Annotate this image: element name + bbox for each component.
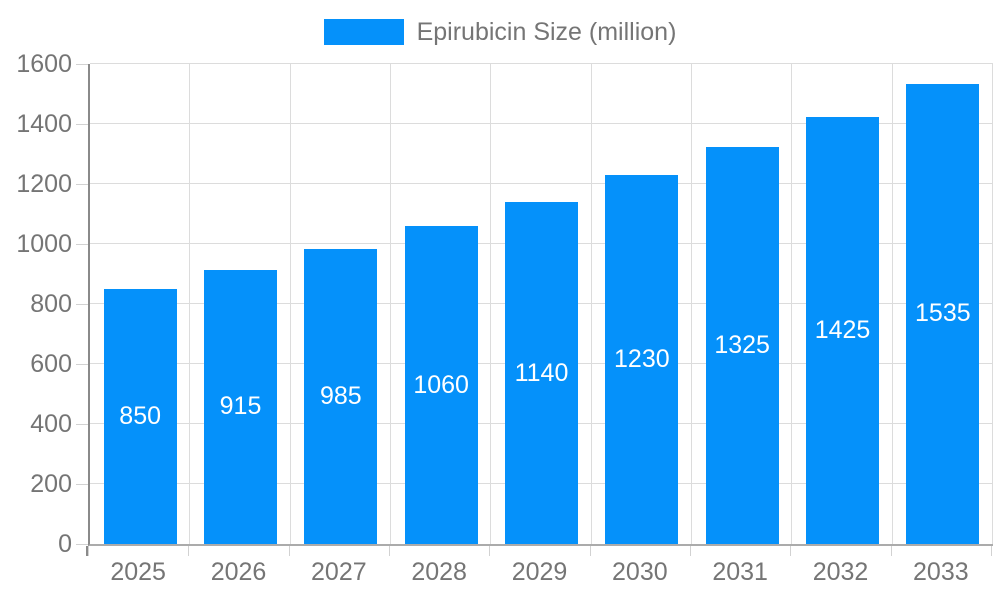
y-axis-tick [76, 364, 88, 365]
y-axis-tick-label: 800 [30, 290, 72, 318]
y-axis-tick-label: 200 [30, 470, 72, 498]
bar[interactable]: 1230 [605, 175, 679, 544]
x-axis-tick-label: 2028 [411, 558, 467, 586]
bar-value-label: 985 [319, 381, 362, 410]
legend-swatch-icon [323, 19, 404, 45]
gridline-vertical [891, 64, 893, 544]
gridline-vertical [590, 64, 592, 544]
bar[interactable]: 915 [204, 269, 277, 544]
bar[interactable]: 1060 [404, 226, 478, 544]
bar-value-label: 915 [219, 392, 262, 421]
x-axis-tick-label: 2029 [511, 558, 568, 586]
y-axis-tick [76, 64, 88, 65]
x-axis-tick-label: 2025 [110, 558, 166, 586]
y-axis-tick-label: 1000 [16, 230, 72, 258]
x-axis-tick [790, 546, 792, 556]
x-axis-tick-label: 2030 [612, 558, 668, 586]
x-axis-tick [188, 546, 190, 556]
y-axis-tick [76, 424, 88, 425]
legend-label: Epirubicin Size (million) [416, 18, 677, 46]
bar-value-label: 1535 [915, 299, 971, 328]
x-axis-tick [589, 546, 591, 556]
y-axis-tick [76, 304, 88, 305]
x-axis-tick [890, 546, 892, 556]
gridline-vertical [791, 64, 793, 544]
x-axis-tick-label: 2033 [913, 558, 969, 586]
gridline-horizontal [90, 63, 993, 64]
y-axis-tick-label: 1400 [16, 110, 72, 138]
bar-value-label: 1140 [514, 358, 569, 387]
y-axis-tick-label: 400 [30, 410, 72, 438]
x-axis-tick-label: 2032 [812, 558, 869, 586]
gridline-horizontal [90, 183, 993, 184]
bar-value-label: 1325 [714, 330, 770, 359]
bar[interactable]: 985 [304, 248, 378, 544]
bar[interactable]: 850 [103, 289, 177, 544]
bar-value-label: 1060 [413, 370, 469, 399]
x-axis-tick-label: 2026 [210, 558, 267, 586]
y-axis-tick-label: 600 [30, 350, 72, 378]
x-axis-tick-label: 2031 [712, 558, 768, 586]
x-axis-tick [991, 546, 992, 556]
gridline-vertical [490, 64, 492, 544]
bar-value-label: 850 [119, 402, 162, 430]
bar-value-label: 1230 [614, 345, 670, 373]
y-axis-extension [86, 546, 88, 556]
x-axis-tick [690, 546, 691, 556]
bar[interactable]: 1535 [906, 83, 980, 544]
y-axis-tick [76, 124, 88, 125]
bar[interactable]: 1425 [806, 116, 879, 544]
y-axis-tick-label: 1600 [16, 50, 72, 78]
x-axis-tick-label: 2027 [311, 558, 367, 586]
gridline-vertical [189, 64, 191, 544]
gridline-vertical [390, 64, 391, 544]
legend[interactable]: Epirubicin Size (million) [0, 18, 1000, 46]
x-axis-tick [88, 546, 89, 556]
gridline-horizontal [90, 123, 993, 124]
bar[interactable]: 1325 [705, 146, 779, 544]
y-axis-tick [76, 184, 88, 185]
y-axis-tick [76, 484, 88, 485]
y-axis-tick-label: 1200 [16, 170, 72, 198]
bar-value-label: 1425 [814, 315, 871, 344]
y-axis-tick-label: 0 [58, 530, 72, 558]
gridline-vertical [992, 64, 993, 544]
x-axis-tick [288, 546, 290, 556]
y-axis-tick [76, 244, 88, 245]
x-axis-tick [489, 546, 491, 556]
y-axis-tick [76, 544, 88, 545]
x-axis-tick [389, 546, 390, 556]
plot-area: 850 915 985 1060 1140 1230 1325 1425 1535 [88, 63, 993, 546]
bar[interactable]: 1140 [505, 202, 578, 544]
gridline-vertical [691, 64, 692, 544]
gridline-vertical [289, 64, 291, 544]
